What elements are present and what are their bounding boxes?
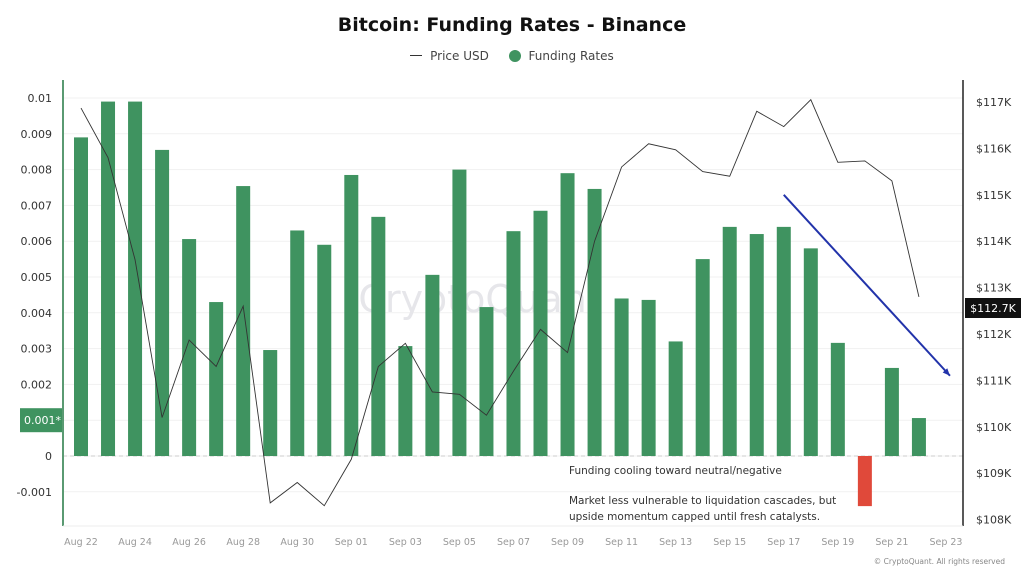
funding-bar xyxy=(695,259,710,456)
x-tick-label: Sep 23 xyxy=(929,537,962,548)
right-tick-label: $114K xyxy=(976,235,1012,248)
legend-price-line-icon xyxy=(410,55,423,56)
funding-bar xyxy=(641,299,656,456)
x-tick-label: Aug 22 xyxy=(64,537,98,548)
funding-bar xyxy=(614,298,629,456)
price-line xyxy=(80,98,920,507)
current-price-label: $112.7K xyxy=(970,302,1016,315)
legend-funding-label[interactable]: Funding Rates xyxy=(528,48,614,63)
funding-bar xyxy=(236,186,251,456)
right-tick-label: $109K xyxy=(976,467,1012,480)
right-tick-label: $111K xyxy=(976,374,1012,387)
left-tick-label: 0.004 xyxy=(21,307,53,320)
right-tick-label: $113K xyxy=(976,282,1012,295)
funding-bar xyxy=(830,342,845,456)
chart-title: Bitcoin: Funding Rates - Binance xyxy=(337,14,687,36)
left-tick-label: 0.005 xyxy=(21,271,53,284)
left-tick-label: 0.006 xyxy=(21,235,53,248)
funding-bar xyxy=(668,341,683,456)
annotation-text: Market less vulnerable to liquidation ca… xyxy=(569,495,836,507)
x-tick-label: Aug 28 xyxy=(226,537,260,548)
x-tick-label: Sep 03 xyxy=(389,537,422,548)
funding-bar xyxy=(749,234,764,456)
funding-bar xyxy=(479,307,494,456)
x-tick-label: Sep 21 xyxy=(875,537,908,548)
right-tick-label: $112K xyxy=(976,328,1012,341)
x-tick-label: Aug 30 xyxy=(280,537,314,548)
funding-bar xyxy=(452,169,467,456)
trend-arrow xyxy=(783,194,951,377)
funding-bar xyxy=(344,174,359,456)
funding-bar xyxy=(722,226,737,456)
right-tick-label: $115K xyxy=(976,189,1012,202)
x-tick-label: Sep 07 xyxy=(497,537,530,548)
x-tick-label: Aug 26 xyxy=(172,537,206,548)
funding-bar xyxy=(533,210,548,456)
x-tick-label: Sep 17 xyxy=(767,537,800,548)
right-tick-label: $116K xyxy=(976,142,1012,155)
left-tick-label: 0.007 xyxy=(21,199,53,212)
funding-bar xyxy=(803,248,818,456)
funding-bar xyxy=(263,350,278,456)
x-tick-label: Aug 24 xyxy=(118,537,152,548)
left-tick-label: 0.009 xyxy=(21,128,53,141)
funding-bar xyxy=(74,137,88,456)
funding-bar xyxy=(290,230,305,456)
funding-bar xyxy=(776,226,791,456)
legend-funding-dot-icon xyxy=(508,49,521,62)
left-tick-label: 0.01 xyxy=(28,92,53,105)
funding-bar xyxy=(911,418,926,456)
trend-arrow-head-icon xyxy=(942,368,950,376)
annotation-text: Funding cooling toward neutral/negative xyxy=(569,465,782,477)
funding-bar xyxy=(317,244,332,456)
left-tick-label: 0.001* xyxy=(24,414,61,427)
x-tick-label: Sep 13 xyxy=(659,537,692,548)
x-tick-label: Sep 01 xyxy=(335,537,368,548)
funding-bar xyxy=(371,216,386,456)
left-tick-label: -0.001 xyxy=(17,486,52,499)
left-tick-label: 0.002 xyxy=(21,378,53,391)
current-price-tag xyxy=(965,298,1021,318)
x-tick-label: Sep 09 xyxy=(551,537,584,548)
funding-bar xyxy=(128,101,143,456)
right-tick-label: $117K xyxy=(976,96,1012,109)
legend-price-label[interactable]: Price USD xyxy=(430,48,489,63)
funding-bar xyxy=(209,302,224,456)
funding-bar xyxy=(425,274,440,456)
funding-bar xyxy=(398,346,413,456)
annotation-text: upside momentum capped until fresh catal… xyxy=(569,511,820,523)
left-tick-label: 0.003 xyxy=(21,343,53,356)
left-tick-label: 0.008 xyxy=(21,164,53,177)
funding-bar xyxy=(101,101,116,456)
right-tick-label: $108K xyxy=(976,514,1012,527)
copyright: © CryptoQuant. All rights reserved xyxy=(874,557,1005,566)
funding-bar xyxy=(857,456,872,507)
funding-bar xyxy=(884,367,899,456)
funding-bar xyxy=(155,149,170,456)
x-tick-label: Sep 11 xyxy=(605,537,638,548)
x-tick-label: Sep 05 xyxy=(443,537,476,548)
x-tick-label: Sep 19 xyxy=(821,537,854,548)
right-tick-label: $110K xyxy=(976,421,1012,434)
funding-bar xyxy=(560,173,575,456)
funding-bar xyxy=(182,239,197,456)
legend: Price USD Funding Rates xyxy=(0,48,1024,63)
x-tick-label: Sep 15 xyxy=(713,537,746,548)
highlight-tick-box xyxy=(20,408,62,433)
left-tick-label: 0 xyxy=(45,450,52,463)
funding-bar xyxy=(506,231,521,456)
